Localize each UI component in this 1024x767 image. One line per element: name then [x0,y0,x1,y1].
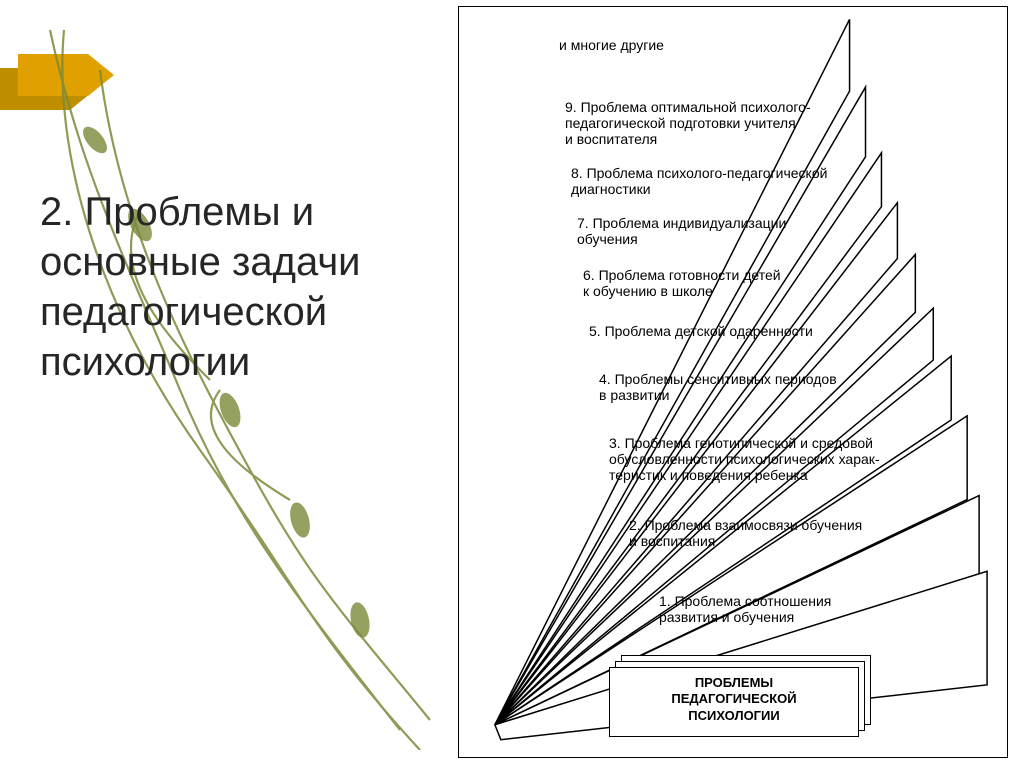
fan-card-label: 6. Проблема готовности детей к обучению … [583,267,781,299]
fan-card-label: 5. Проблема детской одаренности [589,323,813,339]
fan-card-label: 7. Проблема индивидуализации обучения [577,215,786,247]
fan-card-label: 9. Проблема оптимальной психолого- педаг… [565,99,811,147]
fan-card-label: 8. Проблема психолого-педагогической диа… [571,165,827,197]
problems-diagram: ПРОБЛЕМЫ ПЕДАГОГИЧЕСКОЙ ПСИХОЛОГИИ 1. Пр… [458,6,1008,758]
fan-card-label: и многие другие [559,37,664,53]
vine-decoration-icon [0,30,470,750]
slide-title: 2. Проблемы и основные задачи педагогиче… [40,187,440,387]
slide: 2. Проблемы и основные задачи педагогиче… [0,0,1024,767]
accent-arrow-icon [0,54,120,124]
fan-card-label: 3. Проблема генотипической и средовой об… [609,435,880,483]
base-label: ПРОБЛЕМЫ ПЕДАГОГИЧЕСКОЙ ПСИХОЛОГИИ [609,675,859,724]
base-card-stack: ПРОБЛЕМЫ ПЕДАГОГИЧЕСКОЙ ПСИХОЛОГИИ [609,667,871,749]
fan-card-label: 4. Проблемы сенситивных периодов в разви… [599,371,837,403]
fan-card-label: 1. Проблема соотношения развития и обуче… [659,593,831,625]
fan-card-label: 2. Проблема взаимосвязи обучения и воспи… [629,517,862,549]
